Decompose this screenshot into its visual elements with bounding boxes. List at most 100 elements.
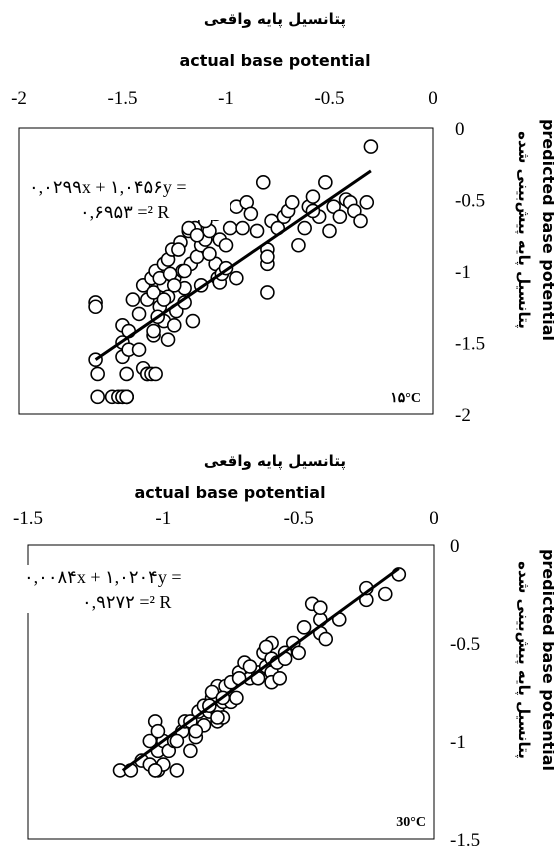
data-point — [255, 175, 271, 190]
chart-15c: پتانسیل پایه واقعی actual base potential… — [11, 10, 554, 426]
y-axis-label-fa: پتانسیل پایه پیش‌بینی شده — [514, 131, 533, 329]
data-point — [131, 306, 147, 322]
data-point — [119, 366, 134, 382]
data-point — [359, 195, 375, 210]
data-point — [218, 237, 234, 253]
x-tick-label: 0 — [428, 88, 438, 109]
data-point — [235, 220, 250, 236]
x-tick-label: -1 — [155, 508, 171, 529]
data-point — [318, 631, 334, 647]
data-point — [249, 223, 265, 239]
data-point — [147, 763, 163, 778]
y-tick-label: -1 — [450, 732, 466, 753]
y-tick-label: -1.5 — [450, 830, 480, 851]
data-point — [148, 366, 163, 382]
data-point — [222, 220, 238, 236]
data-point — [242, 659, 258, 674]
data-point — [171, 242, 186, 257]
data-point — [125, 292, 141, 307]
chart-title-fa: پتانسیل پایه واقعی — [204, 10, 346, 29]
data-point — [322, 223, 337, 239]
y-tick-label: -0.5 — [450, 634, 480, 655]
x-tick-label: -1.5 — [13, 508, 43, 529]
temperature-label: ۱۵°C — [390, 391, 421, 406]
data-point — [313, 600, 328, 616]
data-point — [160, 332, 176, 347]
data-point — [363, 139, 379, 154]
data-point — [156, 292, 172, 307]
data-point — [90, 366, 105, 382]
trendline — [94, 169, 372, 361]
data-point — [183, 743, 198, 759]
data-point — [146, 323, 161, 339]
r-squared: ۰,۶۹۵۳ =² R — [80, 202, 169, 222]
data-point — [131, 342, 147, 357]
regression-equation: ۰,۰۰۸۴x + ۱,۰۲۰۴y = — [24, 567, 181, 587]
data-point — [204, 684, 220, 700]
data-point — [166, 318, 182, 333]
equation-box — [24, 170, 230, 220]
data-point — [377, 586, 393, 602]
chart-title-fa: پتانسیل پایه واقعی — [204, 452, 346, 471]
data-point — [291, 237, 306, 253]
data-point — [90, 389, 105, 405]
y-tick-labels: 0 -0.5 -1 -1.5 -2 — [455, 119, 485, 426]
x-tick-label: 0 — [429, 508, 439, 529]
data-point — [169, 763, 185, 778]
data-point — [272, 670, 288, 686]
data-point — [260, 285, 275, 300]
data-point — [260, 249, 275, 265]
data-point — [318, 175, 333, 190]
y-tick-label: -1 — [455, 262, 471, 283]
y-tick-label: -2 — [455, 405, 471, 426]
data-point — [88, 299, 103, 315]
data-point — [119, 389, 134, 405]
data-point — [243, 206, 259, 222]
chart-30c: پتانسیل پایه واقعی actual base potential… — [13, 452, 554, 851]
chart-title-en: actual base potential — [179, 51, 370, 70]
x-tick-label: -1 — [218, 88, 234, 109]
x-tick-label: -0.5 — [284, 508, 314, 529]
data-point — [169, 733, 185, 749]
trendline — [121, 567, 400, 772]
data-point — [258, 639, 274, 655]
data-point — [210, 710, 225, 725]
data-points — [88, 139, 379, 405]
y-tick-label: 0 — [450, 536, 460, 557]
x-tick-label: -2 — [11, 88, 27, 109]
data-point — [185, 313, 201, 329]
y-tick-labels: 0 -0.5 -1 -1.5 — [450, 536, 480, 851]
y-tick-label: -0.5 — [455, 191, 485, 212]
data-point — [177, 263, 192, 279]
y-axis-label-en: predicted base potential — [539, 119, 554, 341]
data-point — [146, 285, 161, 300]
data-point — [166, 277, 182, 293]
y-axis-label-en: predicted base potential — [539, 549, 554, 771]
x-tick-label: -1.5 — [107, 88, 137, 109]
y-tick-label: -1.5 — [455, 334, 485, 355]
data-point — [150, 723, 166, 739]
data-point — [188, 723, 204, 739]
data-point — [305, 189, 321, 204]
data-point — [202, 246, 217, 262]
data-point — [229, 270, 244, 286]
data-point — [297, 220, 312, 236]
plot-area — [18, 127, 434, 415]
temperature-label: 30°C — [396, 815, 426, 830]
equation-box — [20, 565, 230, 613]
y-axis-label-fa: پتانسیل پایه پیش‌بینی شده — [514, 561, 533, 759]
data-point — [332, 209, 348, 224]
regression-equation: ۰,۰۲۹۹x + ۱,۰۴۵۶y = — [29, 177, 186, 197]
plot-area — [27, 544, 435, 840]
x-tick-labels: -2 -1.5 -1 -0.5 0 — [11, 88, 438, 109]
r-squared: ۰,۹۲۷۲ =² R — [82, 592, 171, 612]
data-point — [189, 227, 205, 243]
data-point — [291, 645, 306, 661]
x-tick-label: -0.5 — [314, 88, 344, 109]
data-point — [284, 195, 300, 210]
chart-title-en: actual base potential — [134, 483, 325, 502]
data-point — [229, 690, 244, 706]
x-tick-labels: -1.5 -1 -0.5 0 — [13, 508, 439, 529]
data-point — [296, 620, 312, 635]
